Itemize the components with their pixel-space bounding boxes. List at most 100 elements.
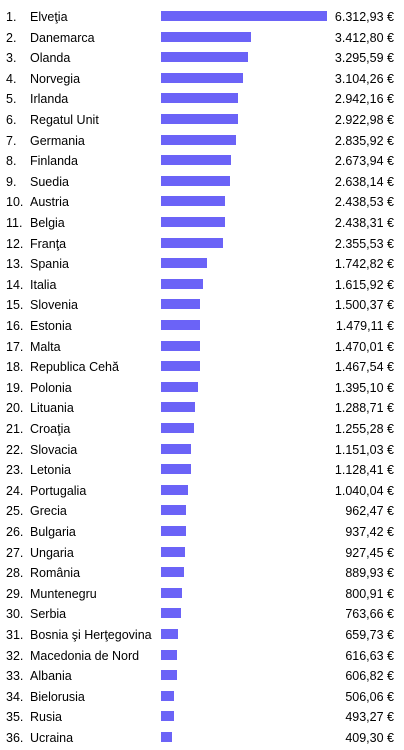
bar [161,381,198,392]
category-label: Rusia [30,710,62,725]
bar [161,320,200,330]
bar [161,608,182,619]
bar-row: 32. Macedonia de Nord 616,63 € [0,647,404,668]
rank-label: 12. [6,236,24,251]
value-label: 2.922,98 € [334,113,394,127]
bar-row: 31. Bosnia şi Herţegovina 659,73 € [0,626,404,647]
value-label: 409,30 € [345,731,394,745]
bar-row: 1. Elveţia 6.312,93 € [0,8,404,29]
bar-row: 24. Portugalia 1.040,04 € [0,482,404,503]
bar [161,52,248,63]
category-label: Belgia [30,216,65,230]
rank-label: 14. [6,277,24,292]
bar-row: 16. Estonia 1.479,11 € [0,317,404,338]
bar [161,464,191,475]
bar [161,31,251,42]
category-label: Germania [30,133,85,148]
rank-label: 8. [6,154,17,169]
category-label: Portugalia [30,483,87,498]
category-label: Suedia [30,174,69,189]
rank-label: 10. [6,195,24,210]
rank-label: 3. [6,51,17,66]
bar-row: 11. Belgia 2.438,31 € [0,214,404,235]
value-label: 927,45 € [345,545,394,560]
rank-label: 4. [6,71,17,86]
bar [161,258,207,269]
category-label: Slovenia [30,298,78,313]
bar-row: 9. Suedia 2.638,14 € [0,173,404,194]
category-label: Spania [30,257,69,272]
bar-row: 15. Slovenia 1.500,37 € [0,296,404,317]
bar [161,443,192,454]
bar-row: 36. Ucraina 409,30 € [0,729,404,750]
value-label: 2.638,14 € [334,174,394,189]
rank-label: 17. [6,339,24,354]
value-label: 1.255,28 € [334,422,394,436]
value-label: 1.470,01 € [334,339,394,354]
bar [161,196,226,207]
value-label: 2.835,92 € [334,133,394,148]
rank-label: 20. [6,401,24,416]
bar-row: 34. Bielorusia 506,06 € [0,688,404,709]
bar [161,587,183,598]
bar-row: 20. Lituania 1.288,71 € [0,399,404,420]
category-label: Irlanda [30,92,69,107]
bar [161,361,200,372]
rank-label: 35. [6,710,24,725]
category-label: Danemarca [30,30,95,45]
bar [161,72,243,83]
rank-label: 25. [6,504,24,519]
value-label: 659,73 € [345,628,394,642]
bar-row: 3. Olanda 3.295,59 € [0,49,404,70]
category-label: Bielorusia [30,689,85,704]
bar [161,711,174,722]
bar-row: 33. Albania 606,82 € [0,667,404,688]
bar [161,670,177,681]
value-label: 3.295,59 € [334,51,394,66]
bar-row: 18. Republica Cehă 1.467,54 € [0,358,404,379]
bar [161,114,238,124]
category-label: Bosnia şi Herţegovina [30,628,152,642]
bar [161,526,186,536]
rank-label: 21. [6,422,24,436]
category-label: Slovacia [30,442,78,457]
bar-row: 25. Grecia 962,47 € [0,502,404,523]
category-label: Regatul Unit [30,113,99,127]
category-label: Republica Cehă [30,360,119,375]
bar [161,11,327,21]
category-label: Letonia [30,463,72,478]
bar-row: 23. Letonia 1.128,41 € [0,461,404,482]
category-label: Ungaria [30,545,74,560]
rank-label: 31. [6,628,24,642]
category-label: Croaţia [30,422,71,436]
category-label: Norvegia [30,71,81,86]
rank-label: 16. [6,319,24,333]
bar [161,93,239,104]
category-label: Olanda [30,51,71,66]
value-label: 1.128,41 € [334,463,394,478]
category-label: Franţa [30,236,67,251]
rank-label: 33. [6,669,24,684]
bar [161,732,172,742]
rank-label: 1. [6,10,17,24]
rank-label: 11. [6,216,23,230]
value-label: 2.438,31 € [334,216,394,230]
rank-label: 23. [6,463,24,478]
bar [161,546,186,557]
rank-label: 28. [6,566,24,581]
bar [161,340,200,351]
rank-label: 5. [6,92,17,107]
bar [161,690,175,701]
bar-row: 30. Serbia 763,66 € [0,605,404,626]
bar [161,278,204,289]
value-label: 3.412,80 € [334,30,394,45]
rank-label: 27. [6,545,24,560]
rank-label: 13. [6,257,24,272]
bar [161,134,236,145]
value-label: 1.467,54 € [334,360,394,375]
value-label: 763,66 € [345,607,394,622]
bar-row: 2. Danemarca 3.412,80 € [0,29,404,50]
category-label: Bulgaria [30,525,76,539]
rank-label: 19. [6,380,24,395]
